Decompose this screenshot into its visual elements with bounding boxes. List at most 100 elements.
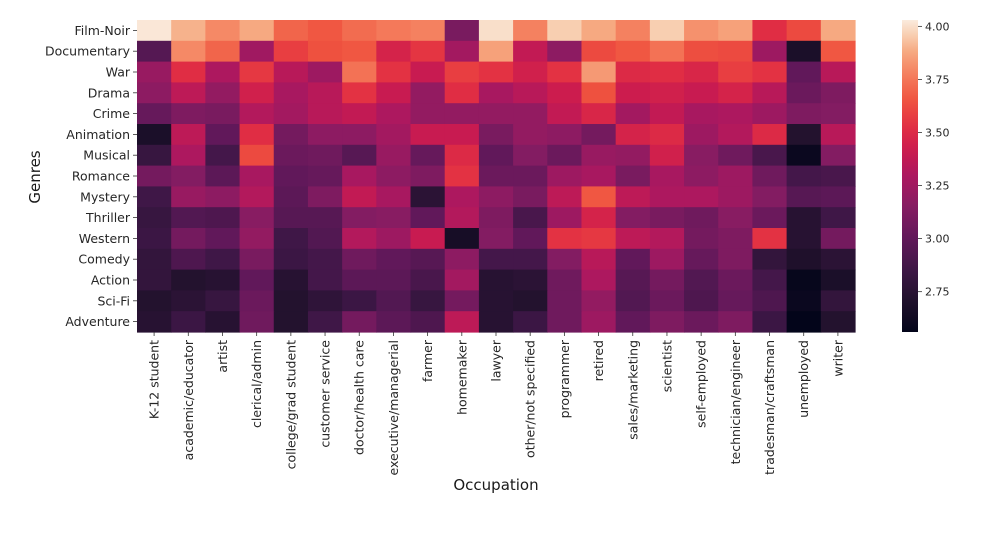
heatmap-cell <box>137 186 172 208</box>
heatmap-cell <box>547 186 583 208</box>
heatmap-cell <box>342 165 377 187</box>
heatmap-cell <box>752 207 788 229</box>
x-tick-label: homemaker <box>454 339 469 415</box>
heatmap-cell <box>581 207 617 229</box>
heatmap-cell <box>273 290 309 312</box>
heatmap-cell <box>478 82 514 104</box>
x-axis-label: Occupation <box>453 476 538 494</box>
y-tick-label: Action <box>91 273 130 288</box>
heatmap-cell <box>342 228 377 250</box>
heatmap-cell <box>513 248 548 271</box>
heatmap-cell <box>342 20 377 42</box>
heatmap-cell <box>444 61 480 83</box>
heatmap-cell <box>239 103 275 125</box>
heatmap-cell <box>547 165 583 187</box>
heatmap-cell <box>478 61 514 83</box>
colorbar-tick-label: 3.25 <box>925 180 950 193</box>
heatmap-cell <box>820 61 856 83</box>
heatmap-cell <box>205 290 241 312</box>
heatmap-cell <box>684 144 719 167</box>
y-tick-label: Comedy <box>78 252 130 267</box>
y-tick-label: Documentary <box>45 44 131 59</box>
heatmap-cell <box>786 165 822 187</box>
heatmap-cell <box>171 207 206 229</box>
heatmap-cell <box>171 124 206 146</box>
heatmap-cell <box>581 290 617 312</box>
heatmap-cell <box>547 82 583 104</box>
heatmap-cell <box>615 248 651 271</box>
heatmap-cell <box>752 20 788 42</box>
heatmap-cell <box>376 228 412 250</box>
heatmap-cell <box>239 40 275 63</box>
heatmap-cell <box>376 124 412 146</box>
heatmap-cell <box>444 144 480 167</box>
heatmap-cell <box>410 144 446 167</box>
heatmap-cell <box>273 20 309 42</box>
heatmap-cell <box>649 228 685 250</box>
heatmap-cell <box>581 311 617 333</box>
heatmap-cell <box>239 228 275 250</box>
heatmap-cell <box>444 248 480 271</box>
heatmap-cell <box>171 248 206 271</box>
heatmap-cell <box>820 269 856 291</box>
x-tick-label: tradesman/craftsman <box>762 340 777 475</box>
colorbar-tick-label: 3.75 <box>925 73 950 86</box>
heatmap-cell <box>239 248 275 271</box>
heatmap-cell <box>786 207 822 229</box>
heatmap-cell <box>171 290 206 312</box>
heatmap-cell <box>786 82 822 104</box>
heatmap-cell <box>205 82 241 104</box>
heatmap-cell <box>205 40 241 63</box>
heatmap-cell <box>684 20 719 42</box>
heatmap-cell <box>547 20 583 42</box>
heatmap-cell <box>444 269 480 291</box>
heatmap-cell <box>273 144 309 167</box>
heatmap-cell <box>205 269 241 291</box>
heatmap-cell <box>581 228 617 250</box>
heatmap-cell <box>547 269 583 291</box>
heatmap-cell <box>273 228 309 250</box>
heatmap-cell <box>513 228 548 250</box>
heatmap-cell <box>444 186 480 208</box>
heatmap-cell <box>649 124 685 146</box>
heatmap-cell <box>547 40 583 63</box>
heatmap-cell <box>684 248 719 271</box>
heatmap-cell <box>376 40 412 63</box>
heatmap-cell <box>376 103 412 125</box>
heatmap-cell <box>513 165 548 187</box>
heatmap-cell <box>444 82 480 104</box>
heatmap-cell <box>205 103 241 125</box>
heatmap-cell <box>342 207 377 229</box>
heatmap-cell <box>615 40 651 63</box>
heatmap-cell <box>410 103 446 125</box>
heatmap-cell <box>786 228 822 250</box>
heatmap-cell <box>649 207 685 229</box>
heatmap-cell <box>273 207 309 229</box>
heatmap-cell <box>342 311 377 333</box>
heatmap-cell <box>307 311 343 333</box>
x-tick-label: artist <box>215 340 230 373</box>
heatmap-cell <box>513 82 548 104</box>
heatmap-cell <box>684 61 719 83</box>
heatmap-cell <box>581 165 617 187</box>
heatmap-cell <box>820 165 856 187</box>
heatmap-cell <box>547 290 583 312</box>
heatmap-cell <box>786 248 822 271</box>
x-tick-label: clerical/admin <box>249 340 264 428</box>
heatmap-cell <box>718 186 754 208</box>
heatmap-cell <box>410 228 446 250</box>
heatmap-cell <box>513 144 548 167</box>
heatmap-cell <box>820 248 856 271</box>
heatmap-cell <box>478 269 514 291</box>
x-tick-label: lawyer <box>489 339 504 381</box>
heatmap-cell <box>649 40 685 63</box>
heatmap-cell <box>239 269 275 291</box>
heatmap-cell <box>478 20 514 42</box>
heatmap-cells <box>137 20 856 333</box>
heatmap-cell <box>718 144 754 167</box>
heatmap-cell <box>547 124 583 146</box>
heatmap-cell <box>273 124 309 146</box>
heatmap-cell <box>137 40 172 63</box>
heatmap-cell <box>171 20 206 42</box>
heatmap-cell <box>820 40 856 63</box>
